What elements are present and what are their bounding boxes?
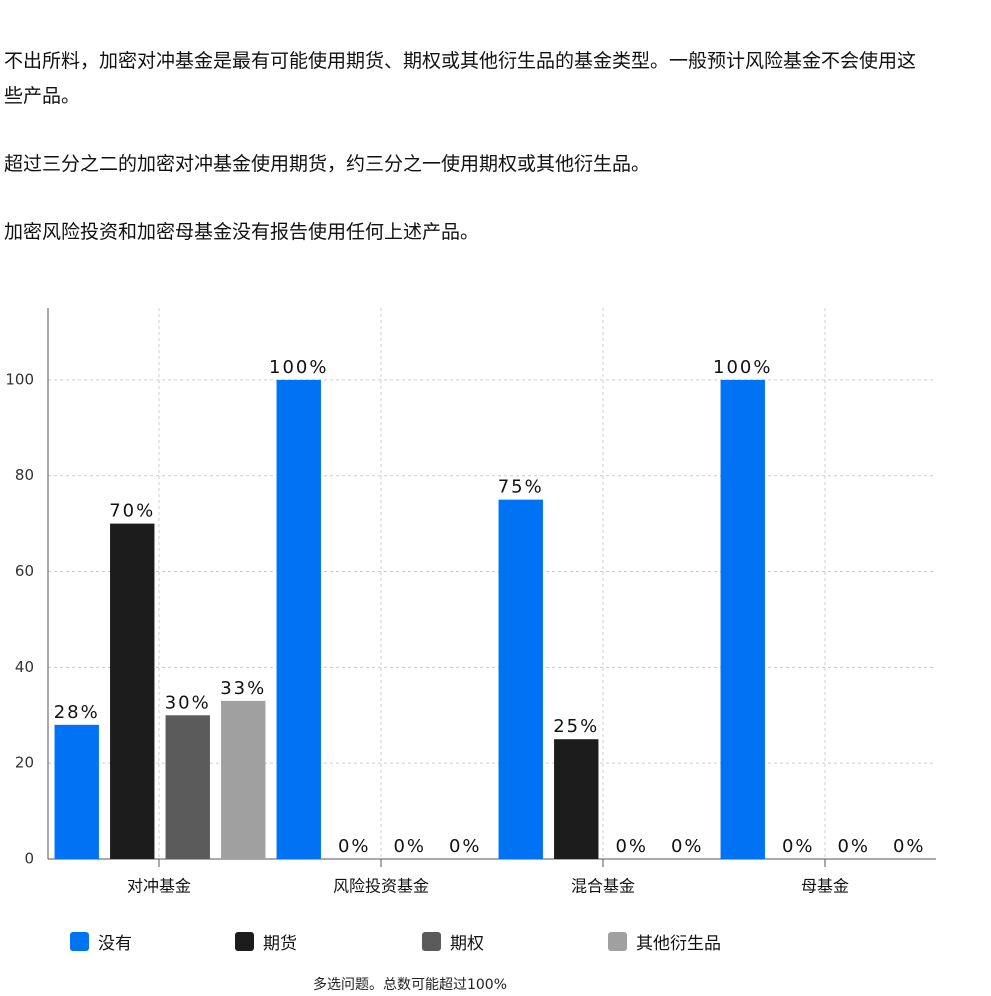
legend-swatch bbox=[70, 932, 89, 951]
y-tick-label: 100 bbox=[5, 370, 34, 388]
legend-label: 没有 bbox=[98, 934, 132, 954]
x-tick-label: 混合基金 bbox=[571, 877, 635, 896]
value-label: 0% bbox=[782, 836, 815, 857]
value-label: 0% bbox=[671, 836, 704, 857]
value-label: 33% bbox=[220, 678, 266, 699]
value-label: 100% bbox=[269, 357, 328, 378]
legend-label: 其他衍生品 bbox=[636, 934, 721, 954]
y-tick-label: 60 bbox=[15, 562, 34, 580]
y-tick-label: 40 bbox=[15, 658, 34, 676]
value-label: 25% bbox=[553, 716, 599, 737]
bar bbox=[221, 700, 266, 859]
x-tick-label: 对冲基金 bbox=[127, 877, 191, 896]
bar bbox=[165, 715, 210, 859]
y-tick-label: 80 bbox=[15, 466, 34, 484]
value-label: 70% bbox=[109, 501, 155, 522]
bar bbox=[498, 499, 543, 859]
bar bbox=[54, 724, 99, 859]
y-tick-label: 0 bbox=[24, 850, 34, 868]
paragraph: 加密风险投资和加密母基金没有报告使用任何上述产品。 bbox=[4, 221, 480, 243]
value-label: 0% bbox=[837, 836, 870, 857]
value-label: 30% bbox=[165, 692, 211, 713]
value-label: 100% bbox=[713, 357, 772, 378]
legend-label: 期货 bbox=[263, 934, 297, 954]
value-label: 0% bbox=[615, 836, 648, 857]
value-label: 75% bbox=[498, 477, 544, 498]
x-tick-label: 风险投资基金 bbox=[333, 877, 429, 896]
value-label: 0% bbox=[393, 836, 426, 857]
bar bbox=[110, 523, 155, 859]
value-label: 0% bbox=[893, 836, 926, 857]
text-block: 不出所料，加密对冲基金是最有可能使用期货、期权或其他衍生品的基金类型。一般预计风… bbox=[4, 44, 919, 283]
value-label: 0% bbox=[338, 836, 371, 857]
paragraph: 超过三分之二的加密对冲基金使用期货，约三分之一使用期权或其他衍生品。 bbox=[4, 153, 651, 175]
legend-label: 期权 bbox=[450, 934, 484, 954]
value-label: 28% bbox=[54, 702, 100, 723]
y-tick-label: 20 bbox=[15, 754, 34, 772]
bar bbox=[276, 379, 321, 859]
value-label: 0% bbox=[449, 836, 482, 857]
legend-swatch bbox=[422, 932, 441, 951]
paragraph: 不出所料，加密对冲基金是最有可能使用期货、期权或其他衍生品的基金类型。一般预计风… bbox=[4, 50, 917, 107]
footnote: 多选问题。总数可能超过100% bbox=[313, 976, 507, 993]
bar bbox=[554, 739, 599, 859]
bar bbox=[720, 379, 765, 859]
legend-swatch bbox=[235, 932, 254, 951]
x-tick-label: 母基金 bbox=[801, 877, 849, 896]
legend-swatch bbox=[608, 932, 627, 951]
